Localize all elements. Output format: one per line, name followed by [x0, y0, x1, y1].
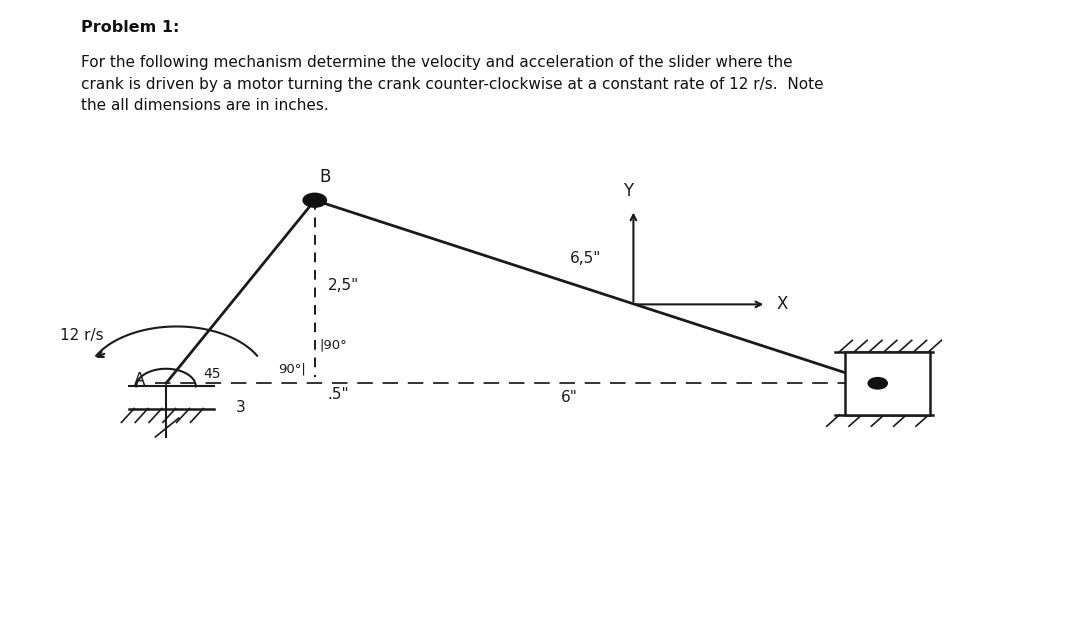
Text: X: X	[776, 295, 788, 313]
Text: A: A	[134, 371, 145, 389]
Text: 6,5": 6,5"	[570, 251, 602, 266]
Text: .5": .5"	[328, 387, 349, 402]
Text: c: c	[901, 373, 910, 387]
Text: |90°: |90°	[320, 339, 347, 352]
Text: For the following mechanism determine the velocity and acceleration of the slide: For the following mechanism determine th…	[81, 55, 823, 113]
Text: Y: Y	[623, 182, 634, 200]
Circle shape	[304, 193, 327, 207]
Text: B: B	[320, 169, 330, 186]
Text: 45: 45	[203, 367, 220, 381]
Text: 3: 3	[235, 399, 245, 415]
Text: Problem 1:: Problem 1:	[81, 20, 179, 36]
Text: 12 r/s: 12 r/s	[60, 328, 103, 344]
Circle shape	[868, 378, 887, 389]
Bar	[846, 352, 931, 415]
Text: 6": 6"	[561, 390, 578, 405]
Text: 2,5": 2,5"	[328, 278, 359, 293]
Text: 90°|: 90°|	[278, 363, 307, 376]
